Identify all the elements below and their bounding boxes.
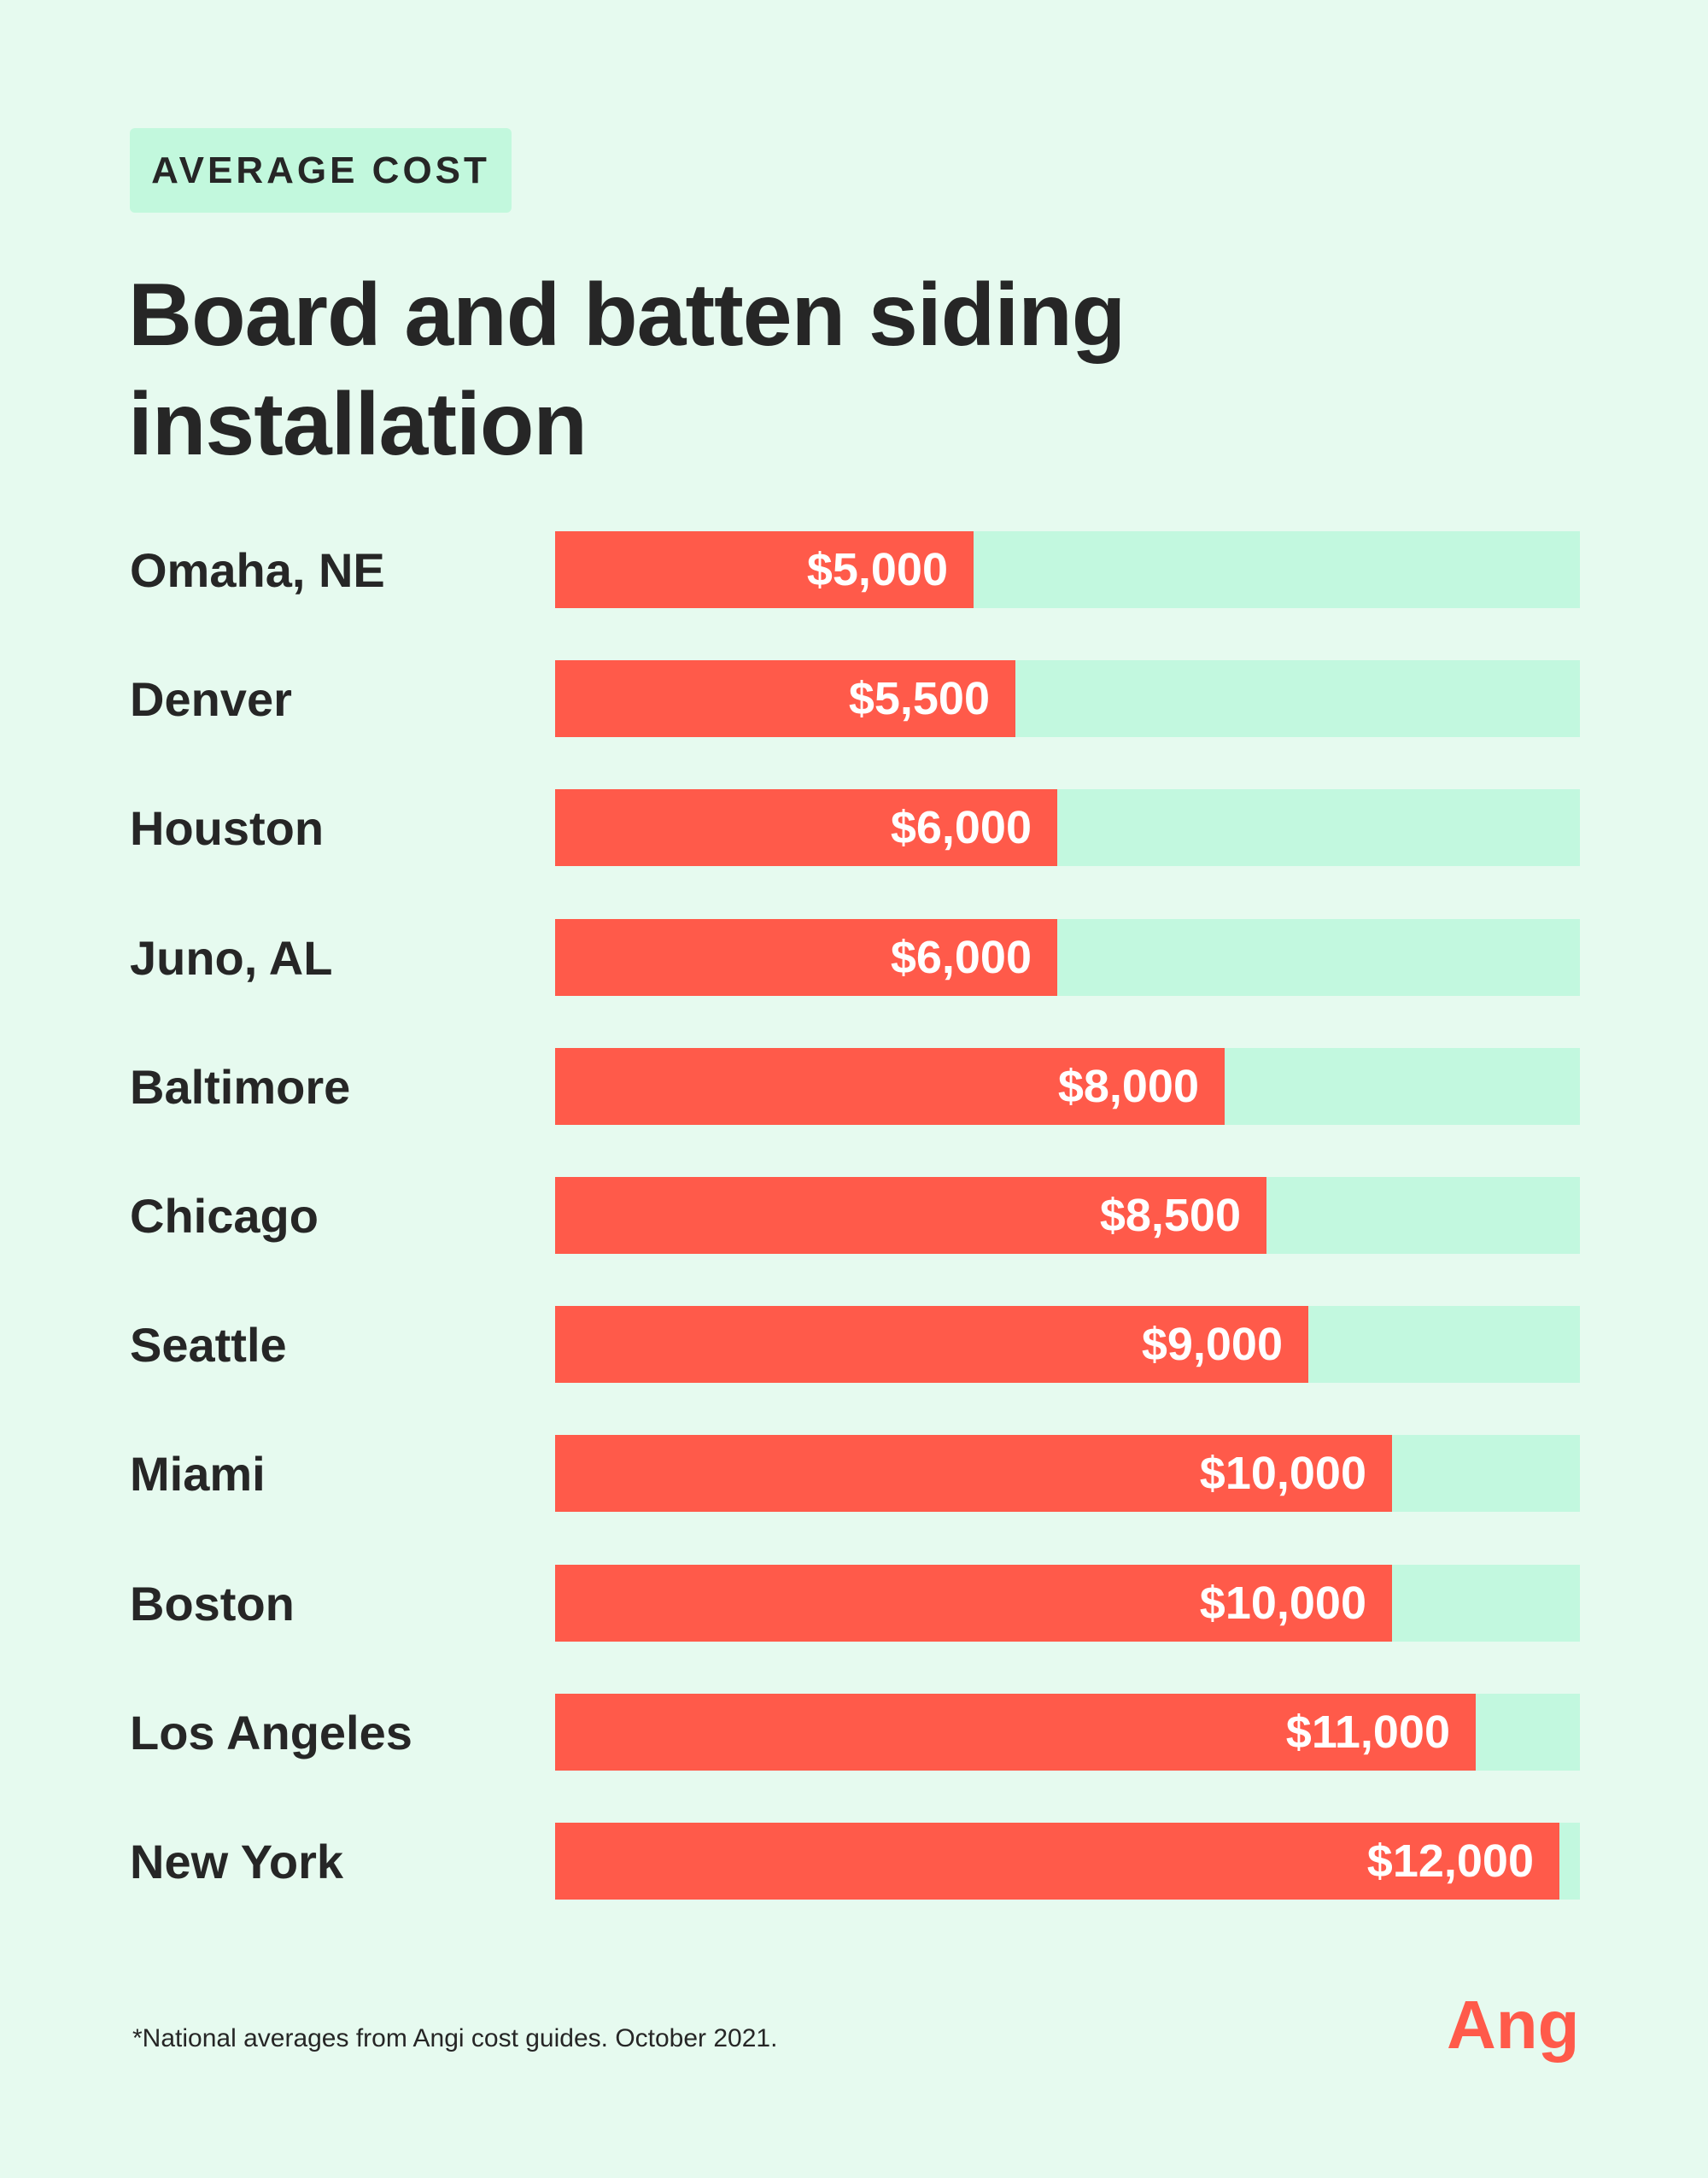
category-label: Denver xyxy=(130,671,292,726)
bar xyxy=(555,1048,1225,1125)
bar xyxy=(555,789,1057,866)
category-label: Boston xyxy=(130,1576,295,1631)
bar xyxy=(555,1306,1308,1383)
average-cost-badge: AVERAGE COST xyxy=(130,128,512,213)
angi-logo-text: Angi xyxy=(1447,1987,1584,2063)
bar-track: $5,500 xyxy=(555,660,1580,737)
bar-track: $10,000 xyxy=(555,1435,1580,1512)
bar-track: $6,000 xyxy=(555,919,1580,996)
bar-value-label: $12,000 xyxy=(1366,1835,1534,1887)
bar-value-label: $8,500 xyxy=(1099,1190,1241,1241)
bar-track: $11,000 xyxy=(555,1694,1580,1771)
category-label: Houston xyxy=(130,800,325,855)
category-label: New York xyxy=(130,1834,344,1888)
angi-logo: Angi xyxy=(1447,1987,1584,2063)
bar-track: $6,000 xyxy=(555,789,1580,866)
bar-track: $9,000 xyxy=(555,1306,1580,1383)
bar-track: $12,000 xyxy=(555,1823,1580,1900)
category-label: Juno, AL xyxy=(130,930,333,985)
bar xyxy=(555,531,974,608)
category-label: Los Angeles xyxy=(130,1705,412,1759)
bar-track: $5,000 xyxy=(555,531,1580,608)
category-label: Miami xyxy=(130,1446,266,1501)
category-label: Omaha, NE xyxy=(130,542,385,597)
chart-title: Board and batten siding installation xyxy=(128,266,1126,474)
bar xyxy=(555,1694,1476,1771)
bar-track: $8,500 xyxy=(555,1177,1580,1254)
bar-value-label: $6,000 xyxy=(890,802,1032,853)
bar xyxy=(555,1823,1559,1900)
bar-track: $8,000 xyxy=(555,1048,1580,1125)
category-label: Seattle xyxy=(130,1317,287,1372)
bar-value-label: $5,500 xyxy=(848,673,990,724)
bar xyxy=(555,1177,1266,1254)
bar-value-label: $10,000 xyxy=(1199,1578,1366,1629)
bar-value-label: $5,000 xyxy=(806,544,948,595)
bar-track: $10,000 xyxy=(555,1565,1580,1642)
bar-value-label: $10,000 xyxy=(1199,1448,1366,1499)
category-label: Chicago xyxy=(130,1188,319,1243)
bar-value-label: $11,000 xyxy=(1285,1707,1450,1758)
bar-value-label: $6,000 xyxy=(890,932,1032,983)
bar xyxy=(555,1435,1392,1512)
bar xyxy=(555,660,1015,737)
category-label: Baltimore xyxy=(130,1059,351,1114)
footnote: *National averages from Angi cost guides… xyxy=(132,2024,778,2052)
bar-value-label: $9,000 xyxy=(1141,1319,1283,1370)
bar xyxy=(555,1565,1392,1642)
bar-value-label: $8,000 xyxy=(1057,1061,1199,1112)
bar xyxy=(555,919,1057,996)
